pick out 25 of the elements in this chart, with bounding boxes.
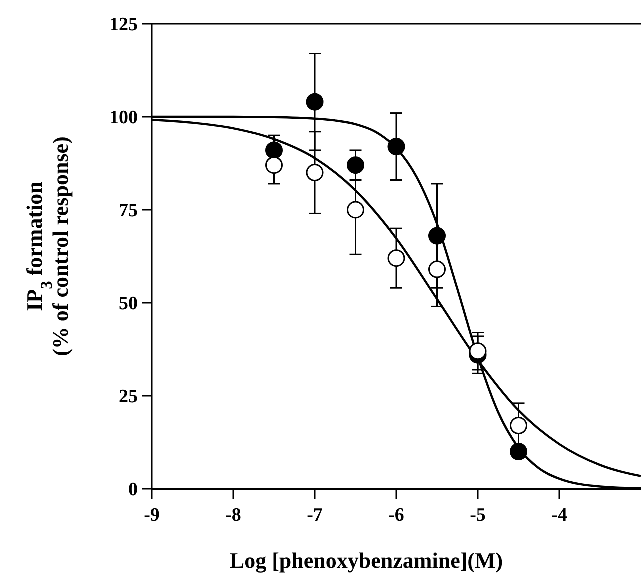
y-tick-label: 0 [128, 480, 138, 501]
point [510, 417, 528, 435]
point [510, 443, 528, 461]
point [469, 342, 487, 360]
x-tick-label: -6 [388, 505, 404, 526]
y-tick-label: 125 [110, 14, 138, 36]
x-tick-label: -4 [552, 505, 568, 526]
point [306, 164, 324, 182]
y-tick-label: 75 [119, 200, 138, 222]
point [428, 227, 446, 245]
x-tick-label: -8 [226, 505, 242, 526]
point [306, 93, 324, 111]
point [388, 250, 406, 268]
point [428, 260, 446, 278]
point [388, 138, 406, 156]
x-tick-label: -9 [144, 505, 160, 526]
point [347, 201, 364, 219]
x-tick-label: -7 [307, 505, 324, 526]
y-tick-label: 100 [110, 108, 138, 129]
x-axis-title: Log [phenoxybenzamine](M) [230, 548, 504, 573]
point [347, 156, 364, 174]
y-tick-label: 50 [119, 294, 138, 315]
point [266, 156, 283, 174]
y-tick-label: 25 [119, 386, 138, 408]
x-tick-label: -5 [470, 505, 486, 526]
